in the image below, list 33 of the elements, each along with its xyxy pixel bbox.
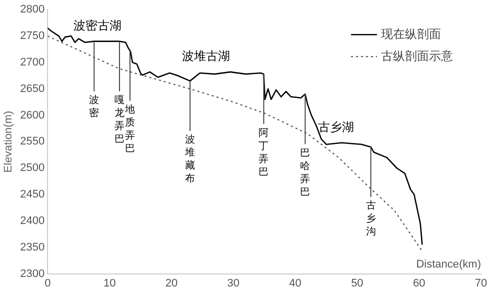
y-tick-label: 2700 [20,56,45,68]
x-tick-label: 60 [412,277,426,290]
annotation: 波堆古湖 [182,48,230,63]
x-tick-label: 20 [165,277,178,290]
annotation: 嘎龙弄巴 [114,95,124,146]
annotation: 波密古湖 [74,18,122,32]
y-tick-label: 2450 [20,188,45,201]
y-tick-label: 2600 [20,109,45,122]
legend-label: 现在纵剖面 [381,26,441,41]
annotation: 阿丁弄巴 [258,128,269,178]
y-tick-label: 2400 [20,214,45,227]
annotation: 巴哈弄巴 [300,148,310,198]
x-axis-title: Distance(km) [416,258,481,270]
y-tick-label: 2750 [20,30,45,42]
annotation: 波堆藏布 [184,134,196,185]
x-tick-label: 50 [351,277,364,290]
annotation: 古乡沟 [366,200,376,238]
annotation: 波密 [89,94,100,120]
x-tick-label: 40 [289,277,302,290]
y-tick-label: 2300 [20,268,45,280]
y-tick-label: 2550 [20,136,45,148]
legend-label: 古纵剖面示意 [381,48,453,63]
x-tick-label: 70 [474,277,488,290]
y-axis-title: Elevation(m) [2,110,15,173]
y-tick-label: 2350 [20,241,45,254]
annotation: 古乡湖 [318,120,354,134]
y-tick-label: 2800 [20,4,45,16]
annotation: 地质弄巴 [124,104,136,155]
x-tick-label: 10 [103,277,116,290]
x-tick-label: 30 [227,277,240,290]
y-tick-label: 2650 [20,82,45,95]
y-tick-label: 2500 [20,162,45,174]
x-tick-label: 0 [44,277,51,290]
